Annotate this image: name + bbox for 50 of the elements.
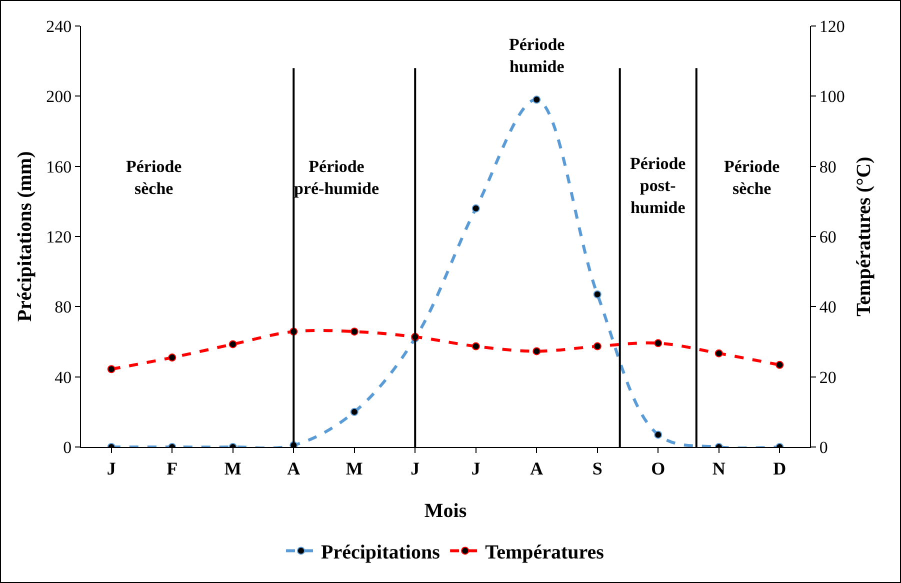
point — [350, 328, 358, 336]
annotation: Période post- humide — [630, 154, 686, 218]
y-axis-title: Précipitations (mm) — [14, 151, 36, 322]
y-tick-label: 160 — [46, 157, 72, 176]
y2-tick-label: 60 — [819, 227, 836, 246]
point — [532, 347, 541, 356]
y-tick-label: 40 — [54, 368, 72, 387]
y-tick-label: 240 — [46, 16, 72, 36]
annotation: Période sèche — [724, 157, 780, 198]
y2-tick-label: 0 — [819, 438, 828, 457]
x-tick-label: A — [530, 458, 544, 479]
point — [593, 290, 602, 298]
point — [350, 408, 358, 416]
x-tick-label: F — [166, 458, 178, 479]
point — [593, 342, 602, 350]
x-tick-label: A — [287, 458, 300, 479]
y-tick-label: 200 — [46, 87, 72, 106]
y2-tick-label: 120 — [819, 16, 845, 36]
y2-tick-label: 40 — [819, 298, 836, 317]
point — [168, 354, 176, 362]
x-tick-label: M — [224, 458, 242, 479]
y-tick-label: 0 — [63, 438, 72, 457]
point — [532, 96, 541, 104]
point — [472, 342, 480, 350]
y2-tick-label: 100 — [819, 87, 845, 106]
x-tick-label: S — [592, 458, 602, 479]
legend-label: Températures — [485, 542, 604, 564]
y-tick-label: 80 — [54, 298, 72, 317]
x-tick-label: J — [410, 458, 420, 479]
y2-axis-title: Températures (°C) — [853, 156, 875, 316]
point — [228, 340, 237, 348]
y-tick-label: 120 — [46, 227, 72, 246]
y2-tick-label: 20 — [819, 368, 836, 387]
annotation: Période pré-humide — [294, 157, 380, 198]
annotation: Période humide — [509, 35, 566, 76]
legend-label: Précipitations — [321, 542, 440, 564]
point — [472, 204, 480, 212]
point — [107, 365, 116, 374]
x-tick-label: D — [773, 458, 786, 479]
x-tick-label: O — [651, 458, 666, 479]
x-tick-label: N — [712, 458, 726, 479]
annotation: Période sèche — [126, 157, 182, 198]
x-tick-label: J — [106, 458, 116, 479]
x-tick-label: M — [346, 458, 363, 479]
y2-tick-label: 80 — [819, 157, 836, 176]
point — [714, 349, 723, 358]
point — [654, 339, 662, 348]
x-tick-label: J — [471, 458, 480, 479]
point — [776, 360, 784, 369]
x-axis-title: Mois — [424, 500, 467, 522]
